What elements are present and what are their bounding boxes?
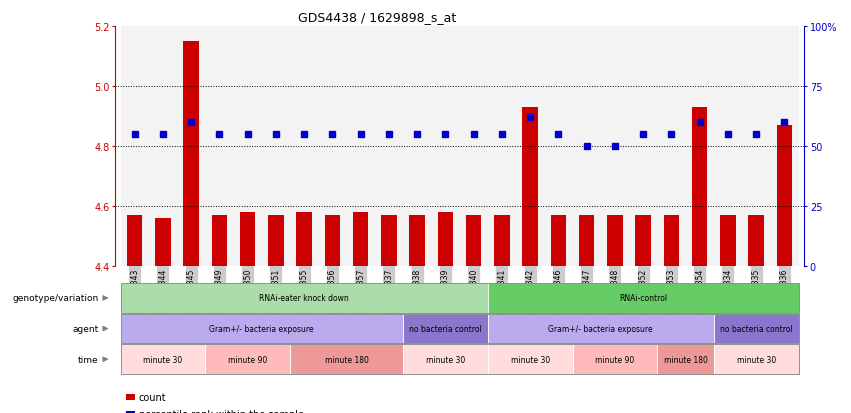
Text: minute 180: minute 180: [324, 355, 368, 364]
Bar: [184, 42, 199, 266]
Text: count: count: [139, 392, 166, 402]
Text: minute 30: minute 30: [511, 355, 550, 364]
Bar: [636, 216, 651, 266]
Bar: [748, 216, 764, 266]
Bar: [629, 27, 657, 266]
Bar: [770, 27, 798, 266]
Bar: [657, 27, 686, 266]
Bar: [494, 216, 510, 266]
Bar: [296, 213, 312, 266]
Bar: [516, 27, 545, 266]
Text: minute 90: minute 90: [596, 355, 635, 364]
Text: RNAi-control: RNAi-control: [620, 294, 667, 303]
Bar: [488, 27, 516, 266]
Bar: [240, 213, 255, 266]
Bar: [374, 27, 403, 266]
Text: RNAi-eater knock down: RNAi-eater knock down: [260, 294, 349, 303]
Bar: [409, 216, 425, 266]
Bar: [381, 216, 397, 266]
Bar: [431, 27, 460, 266]
Bar: [742, 27, 770, 266]
Bar: [601, 27, 629, 266]
Bar: [686, 27, 714, 266]
Text: Gram+/- bacteria exposure: Gram+/- bacteria exposure: [549, 324, 653, 333]
Bar: [607, 216, 623, 266]
Bar: [437, 213, 454, 266]
Text: time: time: [78, 355, 99, 364]
Bar: [720, 216, 735, 266]
Text: minute 180: minute 180: [664, 355, 707, 364]
Bar: [692, 108, 707, 266]
Bar: [465, 216, 482, 266]
Text: minute 30: minute 30: [737, 355, 776, 364]
Text: minute 90: minute 90: [228, 355, 267, 364]
Bar: [573, 27, 601, 266]
Bar: [127, 216, 142, 266]
Bar: [149, 27, 177, 266]
Bar: [523, 108, 538, 266]
Text: minute 30: minute 30: [143, 355, 182, 364]
Bar: [177, 27, 205, 266]
Bar: [318, 27, 346, 266]
Bar: [579, 216, 595, 266]
Bar: [714, 27, 742, 266]
Text: Gram+/- bacteria exposure: Gram+/- bacteria exposure: [209, 324, 314, 333]
Bar: [268, 216, 283, 266]
Bar: [664, 216, 679, 266]
Text: agent: agent: [72, 324, 99, 333]
Title: GDS4438 / 1629898_s_at: GDS4438 / 1629898_s_at: [298, 11, 456, 24]
Bar: [290, 27, 318, 266]
Bar: [346, 27, 374, 266]
Text: no bacteria control: no bacteria control: [409, 324, 482, 333]
Text: minute 30: minute 30: [426, 355, 465, 364]
Bar: [353, 213, 368, 266]
Bar: [460, 27, 488, 266]
Bar: [777, 126, 792, 266]
Bar: [545, 27, 573, 266]
Text: genotype/variation: genotype/variation: [13, 294, 99, 303]
Bar: [262, 27, 290, 266]
Bar: [324, 216, 340, 266]
Bar: [403, 27, 431, 266]
Text: percentile rank within the sample: percentile rank within the sample: [139, 409, 304, 413]
Bar: [121, 27, 149, 266]
Bar: [155, 218, 171, 266]
Bar: [205, 27, 233, 266]
Bar: [212, 216, 227, 266]
Bar: [233, 27, 262, 266]
Text: no bacteria control: no bacteria control: [720, 324, 792, 333]
Bar: [551, 216, 566, 266]
